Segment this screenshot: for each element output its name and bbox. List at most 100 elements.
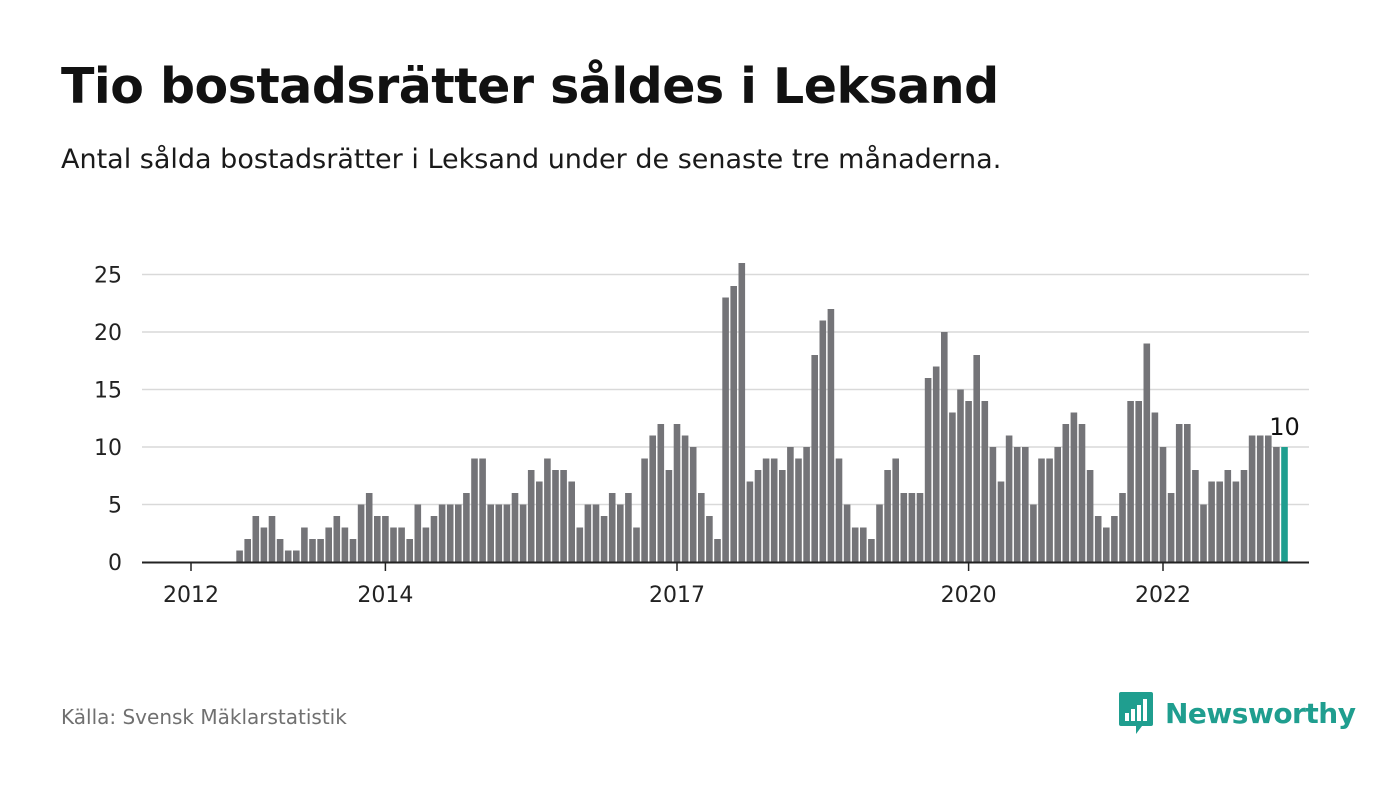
bar bbox=[689, 447, 697, 562]
bar bbox=[957, 389, 964, 562]
x-tick-label: 2022 bbox=[1135, 583, 1191, 608]
bar bbox=[592, 504, 600, 562]
bar bbox=[1070, 412, 1078, 562]
bar bbox=[641, 458, 648, 562]
bar bbox=[479, 458, 486, 562]
bar bbox=[365, 493, 373, 562]
bar bbox=[446, 504, 454, 562]
brand-name: Newsworthy bbox=[1165, 696, 1356, 730]
bar bbox=[244, 539, 251, 562]
bar bbox=[657, 424, 665, 562]
bar bbox=[519, 504, 527, 562]
bar bbox=[819, 320, 827, 562]
bar bbox=[851, 527, 859, 562]
bar bbox=[722, 297, 729, 562]
y-tick-label: 10 bbox=[94, 436, 122, 461]
bar bbox=[681, 435, 689, 562]
bar bbox=[617, 504, 624, 562]
chart-subtitle: Antal sålda bostadsrätter i Leksand unde… bbox=[61, 144, 1002, 175]
bar bbox=[584, 504, 592, 562]
bar bbox=[471, 458, 478, 562]
bar bbox=[762, 458, 770, 562]
bar bbox=[1111, 516, 1118, 562]
bar bbox=[795, 458, 802, 562]
brand-logo[interactable]: Newsworthy bbox=[1118, 690, 1356, 736]
bar bbox=[268, 516, 276, 562]
bar bbox=[527, 470, 535, 562]
bar bbox=[1273, 447, 1280, 562]
bar bbox=[803, 447, 810, 562]
chart-title: Tio bostadsrätter såldes i Leksand bbox=[61, 58, 999, 115]
bar bbox=[349, 539, 357, 562]
bar bbox=[633, 527, 640, 562]
bar bbox=[916, 493, 924, 562]
bar bbox=[252, 516, 260, 562]
bar bbox=[333, 516, 341, 562]
bar bbox=[965, 401, 972, 562]
bar bbox=[738, 263, 746, 562]
bar bbox=[438, 504, 446, 562]
bar bbox=[665, 470, 673, 562]
bar bbox=[536, 481, 543, 562]
bar bbox=[357, 504, 365, 562]
bar bbox=[649, 435, 656, 562]
x-tick-label: 2014 bbox=[357, 583, 413, 608]
bar bbox=[1005, 435, 1013, 562]
bar bbox=[1248, 435, 1256, 562]
bar bbox=[932, 366, 940, 562]
bar bbox=[568, 481, 575, 562]
bar bbox=[487, 504, 494, 562]
bar bbox=[1078, 424, 1086, 562]
bar bbox=[293, 550, 300, 562]
y-tick-label: 25 bbox=[94, 264, 122, 289]
bar bbox=[981, 401, 989, 562]
bar bbox=[301, 527, 308, 562]
bar bbox=[730, 286, 737, 562]
bar bbox=[576, 527, 584, 562]
bar bbox=[455, 504, 462, 562]
bar bbox=[1094, 516, 1102, 562]
bar bbox=[924, 378, 932, 562]
x-tick-label: 2012 bbox=[163, 583, 219, 608]
bar bbox=[1038, 458, 1045, 562]
bar bbox=[1103, 527, 1110, 562]
bar bbox=[422, 527, 430, 562]
x-tick-label: 2017 bbox=[649, 583, 705, 608]
bar bbox=[1135, 401, 1142, 562]
bar bbox=[608, 493, 616, 562]
bar bbox=[544, 458, 551, 562]
bar bbox=[276, 539, 284, 562]
bar bbox=[1119, 493, 1126, 562]
bar bbox=[430, 516, 438, 562]
x-axis-ticks: 2012 2014 2017 2020 2022 bbox=[163, 562, 1191, 608]
bar bbox=[673, 424, 681, 562]
y-tick-label: 0 bbox=[108, 551, 122, 576]
x-tick-label: 2020 bbox=[941, 583, 997, 608]
bar bbox=[406, 539, 413, 562]
bar bbox=[1192, 470, 1199, 562]
bar bbox=[876, 504, 883, 562]
bar bbox=[698, 493, 705, 562]
bar bbox=[1240, 470, 1248, 562]
bar bbox=[309, 539, 316, 562]
bar bbox=[1054, 447, 1061, 562]
bar bbox=[779, 470, 786, 562]
bar bbox=[552, 470, 559, 562]
bar bbox=[1256, 435, 1264, 562]
bar bbox=[284, 550, 292, 562]
bar-chart-speech-bubble-icon bbox=[1119, 692, 1153, 734]
bar bbox=[260, 527, 268, 562]
bar bbox=[1184, 424, 1191, 562]
bar bbox=[941, 332, 948, 562]
bar bbox=[1030, 504, 1037, 562]
y-tick-label: 15 bbox=[94, 379, 122, 404]
bar bbox=[1159, 447, 1167, 562]
bar bbox=[997, 481, 1005, 562]
bar bbox=[884, 470, 891, 562]
bar bbox=[1046, 458, 1053, 562]
bar bbox=[900, 493, 908, 562]
bar bbox=[746, 481, 754, 562]
bar bbox=[414, 504, 422, 562]
bar bbox=[398, 527, 405, 562]
bar bbox=[625, 493, 632, 562]
